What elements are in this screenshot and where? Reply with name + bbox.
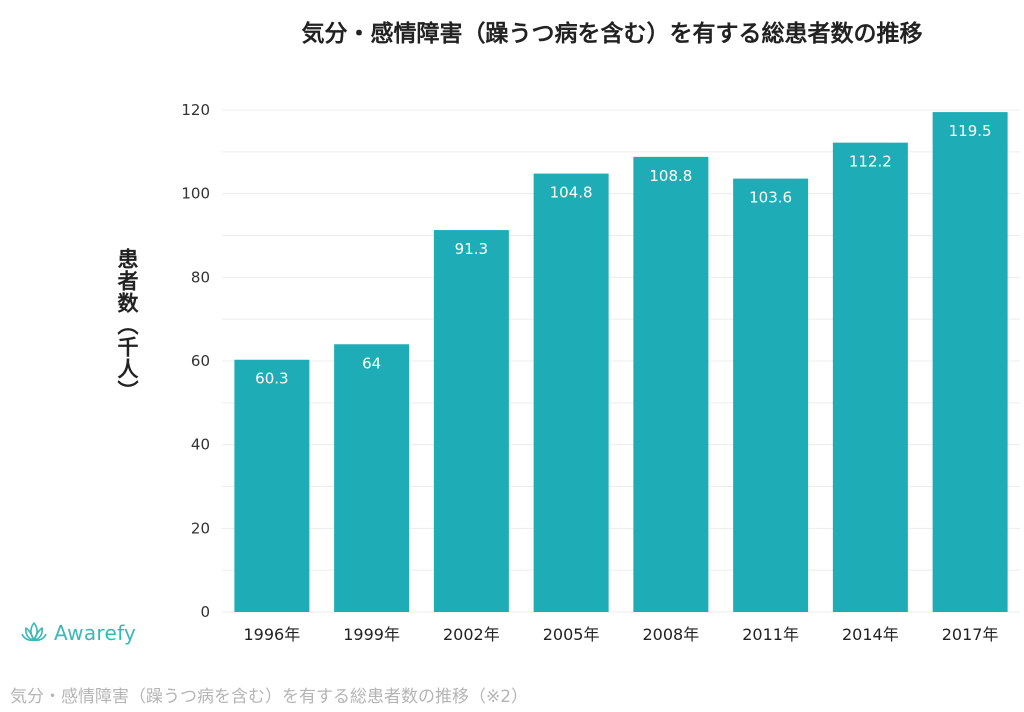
y-axis-label: 患者数（千人） — [115, 248, 139, 402]
x-tick-label: 1999年 — [343, 625, 400, 644]
bar — [733, 178, 809, 612]
bars — [234, 112, 1008, 613]
data-label: 91.3 — [455, 240, 488, 258]
y-tick-label: 120 — [181, 101, 210, 119]
bar — [433, 230, 509, 613]
x-tick-label: 2014年 — [842, 625, 899, 644]
chart-title: 気分・感情障害（躁うつ病を含む）を有する総患者数の推移 — [301, 21, 923, 47]
bar — [334, 344, 410, 612]
data-label: 64 — [362, 354, 381, 372]
y-tick-label: 20 — [191, 519, 210, 537]
y-tick-label: 100 — [181, 185, 210, 203]
lotus-icon — [21, 622, 47, 642]
x-tick-label: 2017年 — [942, 625, 999, 644]
x-tick-label: 2002年 — [443, 625, 500, 644]
data-label: 103.6 — [749, 189, 792, 207]
data-label: 104.8 — [550, 184, 593, 202]
y-tick-label: 80 — [191, 268, 210, 286]
data-label: 60.3 — [255, 370, 288, 388]
x-tick-label: 2011年 — [742, 625, 799, 644]
x-tick-label: 1996年 — [244, 625, 301, 644]
labels: 0 20 40 60 80 100 120 60.3 1996年 64 1999年 91.3 2002年… — [181, 101, 998, 644]
y-tick-label: 60 — [191, 352, 210, 370]
bar — [932, 112, 1008, 612]
bar — [533, 173, 609, 612]
bar — [832, 142, 908, 612]
bar — [234, 359, 310, 612]
brand-logo: Awarefy — [20, 620, 136, 646]
y-tick-label: 0 — [200, 603, 210, 621]
x-tick-label: 2005年 — [543, 625, 600, 644]
brand-name: Awarefy — [54, 621, 137, 645]
figure-caption: 気分・感情障害（躁うつ病を含む）を有する総患者数の推移（※2） — [10, 687, 529, 707]
bar — [633, 156, 709, 612]
data-label: 108.8 — [649, 167, 692, 185]
y-tick-label: 40 — [191, 436, 210, 454]
data-label: 112.2 — [849, 153, 892, 171]
x-tick-label: 2008年 — [643, 625, 700, 644]
data-label: 119.5 — [949, 122, 992, 140]
